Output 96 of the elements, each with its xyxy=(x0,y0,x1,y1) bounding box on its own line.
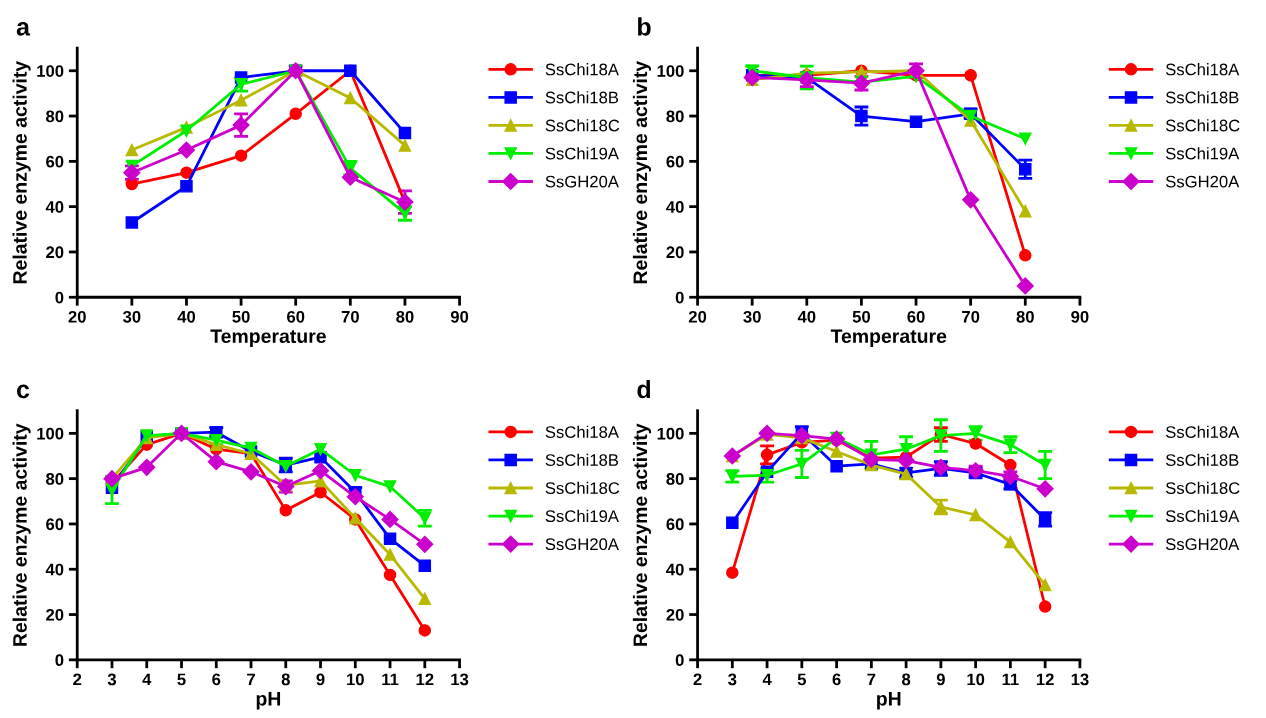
x-tick-label: 2 xyxy=(73,673,82,686)
legend-label: SsGH20A xyxy=(545,538,619,551)
x-tick-label: 2 xyxy=(693,673,702,686)
x-tick-label: 11 xyxy=(1002,673,1019,686)
y-tick-label: 60 xyxy=(666,155,684,168)
y-tick-label: 60 xyxy=(46,155,64,168)
x-tick-label: 4 xyxy=(762,673,772,686)
x-tick-label: 80 xyxy=(1016,310,1034,323)
y-tick-label: 100 xyxy=(657,427,684,440)
chart-title: c xyxy=(17,384,30,399)
y-tick-label: 80 xyxy=(666,473,684,485)
legend-label: SsChi18A xyxy=(545,425,619,438)
x-tick-label: 60 xyxy=(907,310,925,323)
x-tick-label: 10 xyxy=(347,673,364,686)
x-tick-label: 12 xyxy=(1036,673,1054,686)
y-tick-label: 0 xyxy=(55,291,64,304)
x-tick-label: 13 xyxy=(1071,673,1089,686)
legend-label: SsChi18B xyxy=(545,453,619,466)
legend-label: SsGH20A xyxy=(1165,175,1240,188)
y-tick-label: 60 xyxy=(666,518,684,531)
x-tick-label: 7 xyxy=(247,673,255,686)
x-axis-title: pH xyxy=(256,692,281,710)
y-tick-label: 40 xyxy=(666,201,684,213)
x-tick-label: 8 xyxy=(902,673,911,686)
x-tick-label: 5 xyxy=(177,673,186,686)
legend-label: SsChi18A xyxy=(545,63,619,76)
legend-label: SsChi18A xyxy=(1165,425,1240,438)
x-tick-label: 13 xyxy=(451,673,469,686)
legend-label: SsChi18A xyxy=(1165,63,1240,76)
legend-label: SsChi18B xyxy=(1165,91,1239,104)
x-tick-label: 50 xyxy=(232,310,250,323)
chart-title: a xyxy=(16,21,31,36)
x-tick-label: 6 xyxy=(212,673,221,686)
y-tick-label: 40 xyxy=(666,563,684,576)
x-tick-label: 12 xyxy=(416,673,434,686)
y-tick-label: 20 xyxy=(46,246,64,259)
x-tick-label: 9 xyxy=(936,673,945,686)
x-tick-label: 7 xyxy=(867,673,876,686)
y-tick-label: 20 xyxy=(46,608,64,621)
y-tick-label: 100 xyxy=(37,65,64,77)
y-tick-label: 20 xyxy=(666,246,684,259)
x-tick-label: 11 xyxy=(382,673,399,686)
legend-label: SsChi18C xyxy=(545,481,620,495)
x-tick-label: 70 xyxy=(341,310,359,323)
legend-label: SsChi19A xyxy=(1165,509,1240,523)
x-tick-label: 60 xyxy=(287,310,305,323)
x-tick-label: 5 xyxy=(797,673,807,686)
y-tick-label: 20 xyxy=(666,608,684,621)
legend-label: SsChi18B xyxy=(1165,453,1239,466)
y-axis-title: Relative enzyme activity xyxy=(12,423,31,646)
x-tick-label: 20 xyxy=(68,310,86,323)
y-tick-label: 0 xyxy=(675,654,684,667)
legend-label: SsChi18B xyxy=(545,91,619,104)
y-tick-label: 40 xyxy=(45,563,64,576)
y-axis-title: Relative enzyme activity xyxy=(632,423,652,646)
y-tick-label: 80 xyxy=(46,473,64,485)
legend-label: SsChi19A xyxy=(1165,147,1240,160)
x-tick-label: 80 xyxy=(396,310,414,323)
x-tick-label: 4 xyxy=(142,673,152,686)
x-axis-title: Temperature xyxy=(210,329,326,347)
legend-label: SsChi18C xyxy=(545,119,620,132)
x-tick-label: 6 xyxy=(832,673,841,686)
x-tick-label: 90 xyxy=(450,310,469,323)
legend-label: SsChi19A xyxy=(545,147,619,160)
y-tick-label: 100 xyxy=(37,427,64,440)
y-axis-title: Relative enzyme activity xyxy=(632,60,652,284)
legend-label: SsChi18C xyxy=(1165,481,1240,495)
x-tick-label: 20 xyxy=(688,310,707,323)
y-tick-label: 80 xyxy=(46,110,64,123)
legend-label: SsChi19A xyxy=(545,509,619,523)
x-tick-label: 70 xyxy=(962,310,980,323)
x-tick-label: 8 xyxy=(281,673,290,686)
x-tick-label: 40 xyxy=(177,310,196,323)
x-tick-label: 90 xyxy=(1071,310,1089,323)
x-axis-title: Temperature xyxy=(830,329,947,347)
x-tick-label: 3 xyxy=(728,673,737,686)
y-tick-label: 0 xyxy=(675,291,684,304)
y-tick-label: 60 xyxy=(46,518,64,531)
y-tick-label: 40 xyxy=(45,201,64,213)
chart-title: b xyxy=(638,17,651,36)
legend-label: SsGH20A xyxy=(1165,538,1240,551)
legend-label: SsGH20A xyxy=(545,175,619,188)
x-tick-label: 9 xyxy=(316,673,325,686)
x-tick-label: 30 xyxy=(743,310,761,323)
x-tick-label: 3 xyxy=(107,673,117,686)
x-tick-label: 40 xyxy=(797,310,816,323)
y-axis-title: Relative enzyme activity xyxy=(12,60,31,284)
chart-title: d xyxy=(637,379,651,399)
x-tick-label: 50 xyxy=(852,310,871,323)
y-tick-label: 100 xyxy=(657,65,684,77)
y-tick-label: 0 xyxy=(55,654,64,667)
x-tick-label: 30 xyxy=(122,310,141,323)
x-tick-label: 10 xyxy=(967,673,985,686)
legend-label: SsChi18C xyxy=(1165,119,1240,132)
y-tick-label: 80 xyxy=(666,110,684,123)
x-axis-title: pH xyxy=(877,692,901,710)
